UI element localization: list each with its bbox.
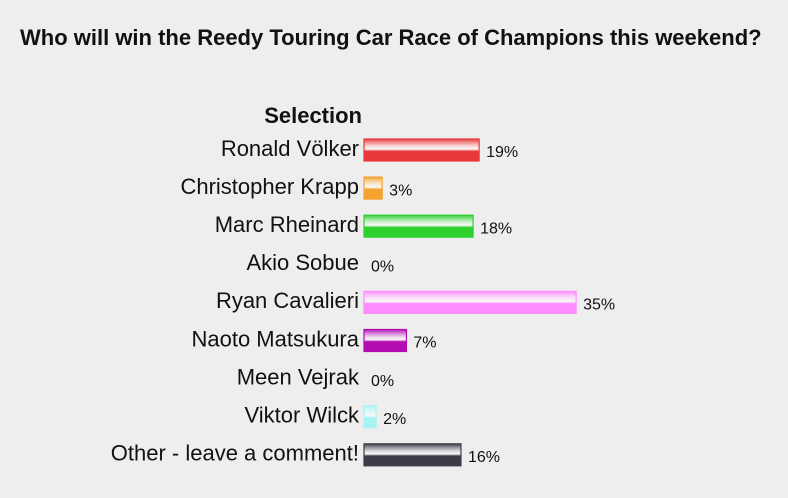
value-label: 19%: [486, 144, 518, 161]
value-label: 16%: [468, 449, 500, 466]
category-label: Viktor Wilck: [245, 403, 360, 428]
value-label: 18%: [480, 220, 512, 237]
bar: [363, 214, 474, 238]
category-label: Christopher Krapp: [180, 174, 359, 199]
value-label: 2%: [383, 411, 406, 428]
value-label: 0%: [371, 373, 394, 390]
value-label: 7%: [413, 335, 436, 352]
category-label: Ronald Völker: [221, 136, 359, 161]
category-label: Akio Sobue: [246, 250, 359, 275]
bar: [363, 405, 377, 429]
category-label: Naoto Matsukura: [191, 326, 359, 351]
bar: [363, 290, 577, 314]
value-label: 0%: [371, 259, 394, 276]
value-label: 35%: [583, 297, 615, 314]
category-label: Other - leave a comment!: [111, 441, 359, 466]
column-header: Selection: [264, 103, 362, 128]
category-label: Meen Vejrak: [237, 364, 360, 389]
category-label: Marc Rheinard: [215, 212, 359, 237]
poll-title: Who will win the Reedy Touring Car Race …: [20, 25, 762, 50]
category-label: Ryan Cavalieri: [216, 288, 359, 313]
value-label: 3%: [389, 182, 412, 199]
bar: [363, 443, 462, 467]
bar: [363, 138, 480, 162]
bar: [363, 176, 383, 200]
bar: [363, 328, 408, 353]
